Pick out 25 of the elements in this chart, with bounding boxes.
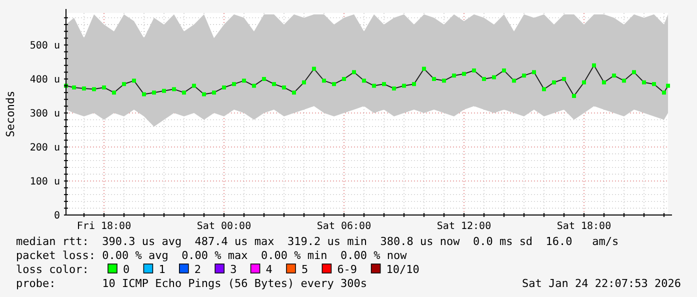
x-tick-label: Fri 18:00 <box>76 221 132 232</box>
legend-label: 6-9 <box>337 263 358 276</box>
text: probe: 10 ICMP Echo Pings (56 Bytes) every 300s <box>16 277 367 290</box>
legend-label: 0 <box>123 263 130 276</box>
text: median rtt: 390.3 us avg 487.4 us max 319.2 us min 380.8 us now 0.0 ms sd 16.0 am/s <box>16 235 619 248</box>
y-tick-label: 200 u <box>30 142 60 154</box>
x-tick-label: Sat 06:00 <box>316 221 372 232</box>
y-tick-label: 0 <box>54 210 60 222</box>
legend-label: 10/10 <box>386 263 420 276</box>
legend-label: 1 <box>158 263 166 276</box>
y-tick-label: 400 u <box>30 74 60 86</box>
legend-title: loss color: <box>16 263 89 276</box>
legend-label: 5 <box>302 263 308 276</box>
legend-label: 2 <box>194 263 202 276</box>
x-tick-label: Sat 00:00 <box>196 221 252 232</box>
legend-label: 4 <box>266 263 273 276</box>
y-axis-title: Seconds <box>4 90 17 138</box>
x-tick-label: Sat 18:00 <box>556 221 612 232</box>
legend-label: 3 <box>230 263 237 276</box>
text: packet loss: 0.00 % avg 0.00 % max 0.00 % min 0.00 % now <box>16 249 408 262</box>
text: Sat Jan 24 22:07:53 2026 <box>522 277 681 290</box>
x-tick-label: Sat 12:00 <box>436 221 492 232</box>
y-tick-label: 300 u <box>30 108 60 120</box>
y-tick-label: 100 u <box>30 176 60 188</box>
y-tick-label: 500 u <box>30 40 60 52</box>
